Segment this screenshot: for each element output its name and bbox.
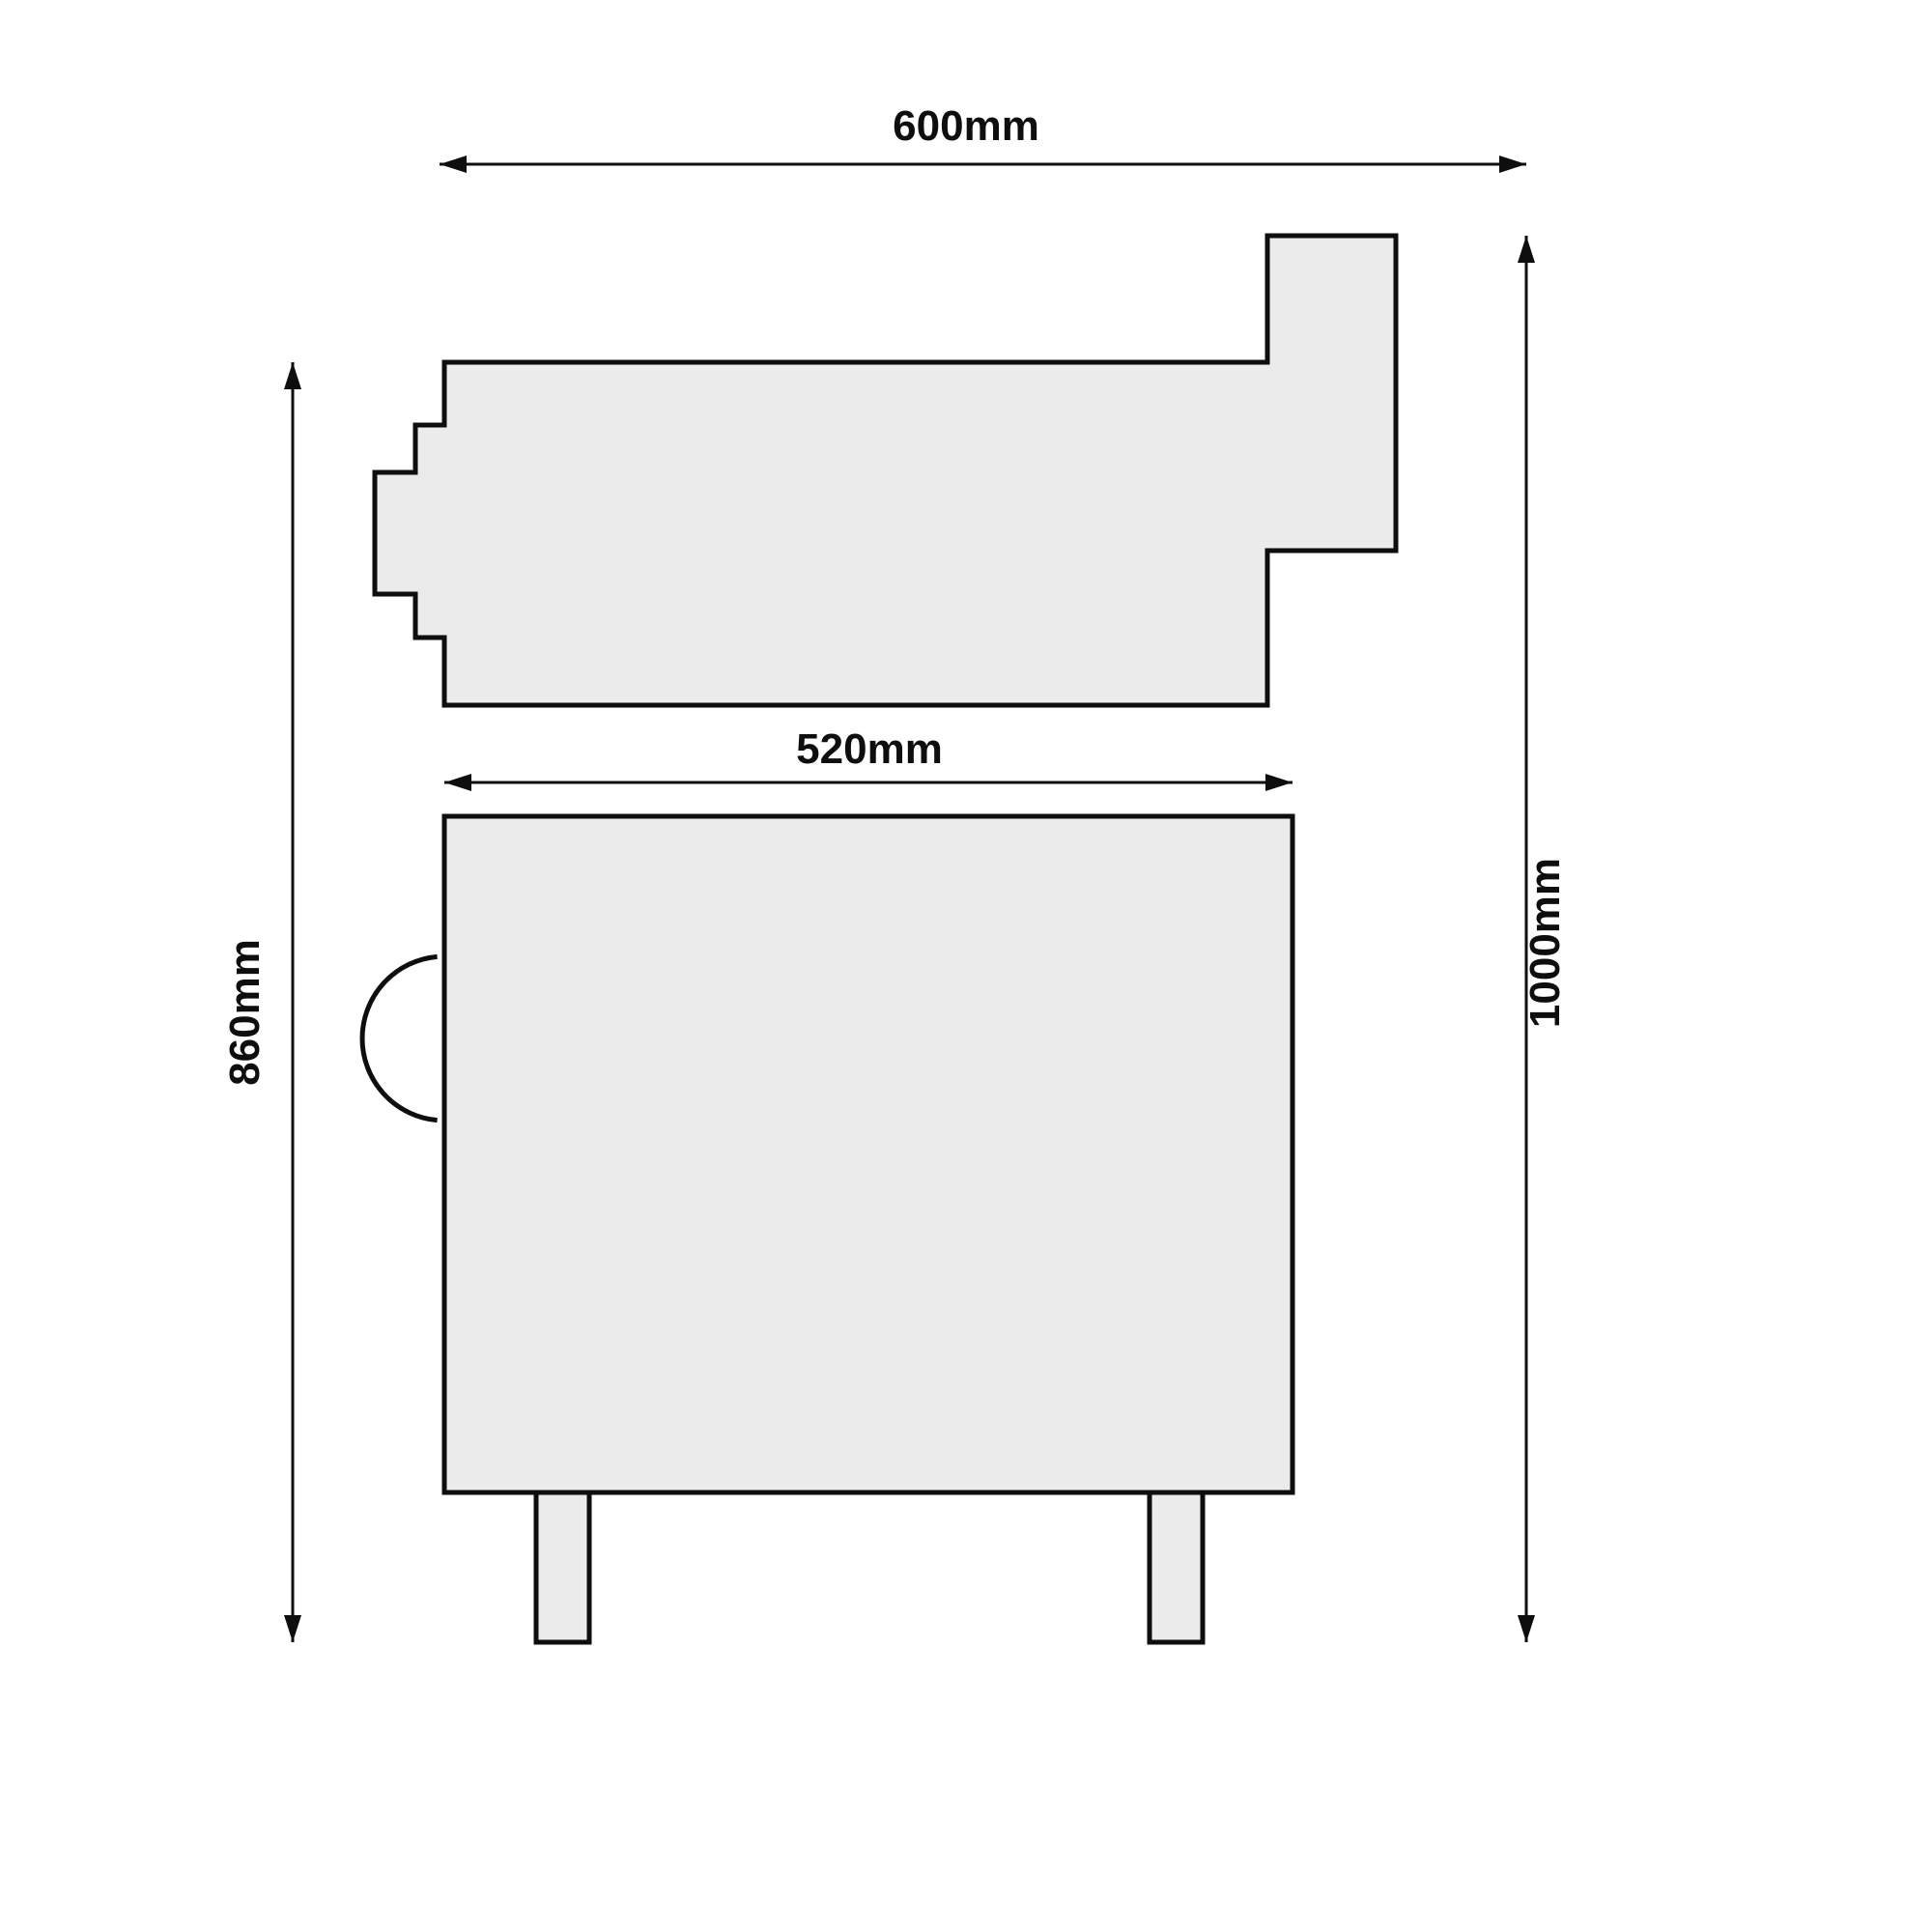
dim-line-top bbox=[440, 156, 1526, 173]
dim-label-middle: 520mm bbox=[796, 725, 943, 773]
door-handle-arc bbox=[362, 956, 438, 1120]
leg-right bbox=[1150, 1492, 1203, 1642]
dim-line-left bbox=[284, 362, 301, 1642]
dim-label-right: 1000mm bbox=[1521, 858, 1569, 1028]
dim-label-top: 600mm bbox=[893, 102, 1039, 150]
lower-cabinet-outline bbox=[444, 816, 1293, 1492]
upper-unit-outline bbox=[375, 236, 1396, 705]
dim-label-left: 860mm bbox=[221, 939, 269, 1086]
leg-left bbox=[536, 1492, 589, 1642]
dim-line-middle bbox=[444, 774, 1293, 791]
